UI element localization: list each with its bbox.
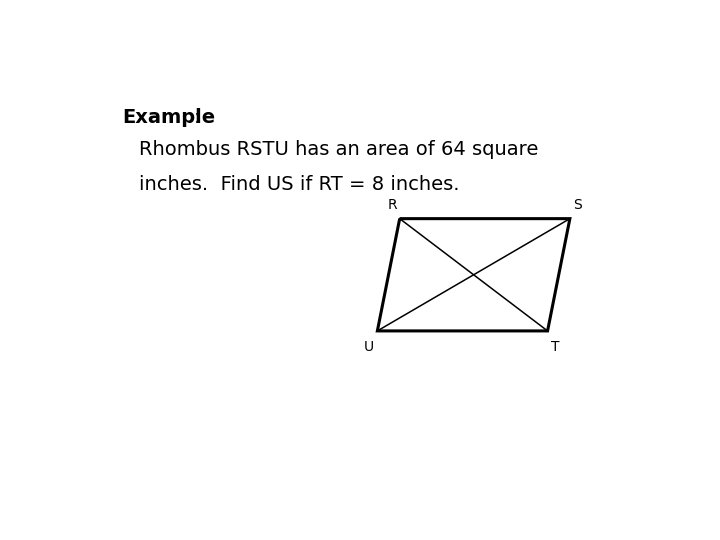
Text: Rhombus RSTU has an area of 64 square: Rhombus RSTU has an area of 64 square <box>139 140 539 159</box>
Text: S: S <box>572 198 582 212</box>
Text: Example: Example <box>122 109 215 127</box>
Text: R: R <box>387 198 397 212</box>
Text: inches.  Find US if RT = 8 inches.: inches. Find US if RT = 8 inches. <box>139 175 459 194</box>
Text: T: T <box>551 340 559 354</box>
Text: U: U <box>364 340 374 354</box>
Text: :: : <box>194 109 200 127</box>
